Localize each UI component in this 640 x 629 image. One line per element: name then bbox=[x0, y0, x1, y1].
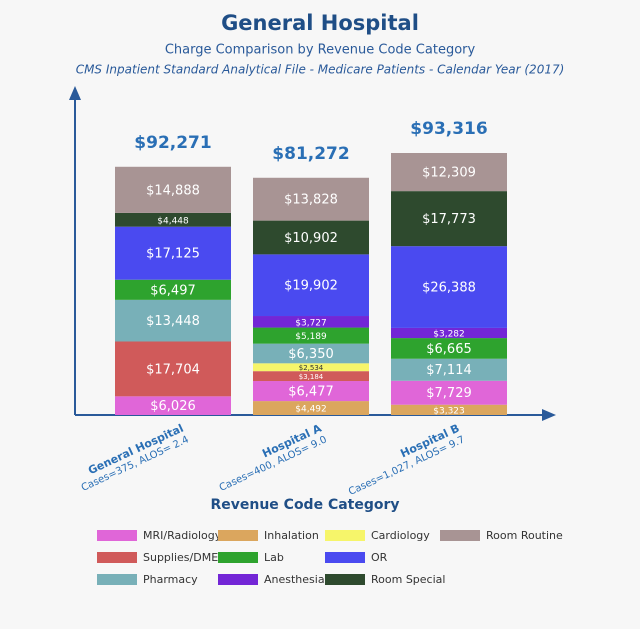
legend-label: Anesthesia bbox=[264, 573, 325, 586]
legend-label: Inhalation bbox=[264, 529, 319, 542]
value-label: $12,309 bbox=[422, 166, 476, 181]
bar-segment bbox=[253, 343, 369, 364]
legend-swatch bbox=[97, 530, 137, 541]
value-label: $6,497 bbox=[150, 283, 196, 298]
bar-segment bbox=[391, 191, 507, 247]
legend-swatch bbox=[97, 552, 137, 563]
bar-segment bbox=[115, 226, 231, 280]
bar-segment bbox=[253, 363, 369, 372]
value-label: $19,902 bbox=[284, 279, 338, 294]
chart-title: General Hospital bbox=[221, 11, 419, 35]
total-label: $92,271 bbox=[134, 133, 211, 153]
legend-label: OR bbox=[371, 551, 388, 564]
legend-label: MRI/Radiology bbox=[143, 529, 222, 542]
value-label: $10,902 bbox=[284, 231, 338, 246]
value-label: $4,448 bbox=[157, 216, 189, 226]
legend-swatch bbox=[440, 530, 480, 541]
total-label: $81,272 bbox=[272, 144, 349, 164]
total-label: $93,316 bbox=[410, 119, 487, 139]
bar-segment bbox=[253, 177, 369, 221]
value-label: $6,350 bbox=[288, 347, 334, 362]
legend-label: Lab bbox=[264, 551, 284, 564]
bar-segment bbox=[253, 254, 369, 317]
value-label: $7,729 bbox=[426, 386, 472, 401]
legend-swatch bbox=[218, 530, 258, 541]
value-label: $4,492 bbox=[295, 405, 327, 415]
bar-segment bbox=[253, 327, 369, 344]
bar-segment bbox=[391, 380, 507, 405]
value-label: $17,125 bbox=[146, 247, 200, 262]
bar-segment bbox=[253, 220, 369, 255]
bar-segment bbox=[115, 166, 231, 213]
value-label: $13,828 bbox=[284, 193, 338, 208]
bar-segment bbox=[253, 401, 369, 415]
bar-segment bbox=[391, 153, 507, 192]
axis-arrow bbox=[542, 409, 556, 421]
legend-swatch bbox=[97, 574, 137, 585]
value-label: $14,888 bbox=[146, 183, 200, 198]
chart-subtitle: Charge Comparison by Revenue Code Catego… bbox=[165, 43, 476, 58]
legend-swatch bbox=[218, 574, 258, 585]
value-label: $3,282 bbox=[433, 330, 465, 340]
value-label: $17,704 bbox=[146, 362, 200, 377]
value-label: $6,477 bbox=[288, 385, 334, 400]
bar-segment bbox=[391, 358, 507, 381]
value-label: $5,189 bbox=[295, 332, 327, 342]
legend-title: Revenue Code Category bbox=[210, 497, 399, 513]
legend-swatch bbox=[218, 552, 258, 563]
bar-segment bbox=[391, 404, 507, 415]
bar-segment bbox=[253, 371, 369, 382]
bar-segment bbox=[115, 341, 231, 397]
value-label: $7,114 bbox=[426, 363, 472, 378]
legend-swatch bbox=[325, 530, 365, 541]
value-label: $3,323 bbox=[433, 406, 465, 416]
value-label: $6,665 bbox=[426, 342, 472, 357]
value-label: $2,534 bbox=[299, 364, 324, 372]
legend-swatch bbox=[325, 574, 365, 585]
legend-label: Pharmacy bbox=[143, 573, 198, 586]
legend-label: Room Routine bbox=[486, 529, 563, 542]
chart-subtitle: CMS Inpatient Standard Analytical File -… bbox=[76, 63, 565, 77]
bar-segment bbox=[391, 246, 507, 328]
bar-segment bbox=[391, 338, 507, 359]
bar-segment bbox=[253, 381, 369, 402]
bar-segment bbox=[115, 212, 231, 227]
bar-segment bbox=[115, 396, 231, 415]
value-label: $17,773 bbox=[422, 212, 476, 227]
legend-label: Cardiology bbox=[371, 529, 430, 542]
bar-segment bbox=[391, 327, 507, 339]
value-label: $3,727 bbox=[295, 318, 327, 328]
value-label: $3,184 bbox=[299, 373, 324, 381]
value-label: $6,026 bbox=[150, 399, 196, 414]
legend-swatch bbox=[325, 552, 365, 563]
legend-label: Room Special bbox=[371, 573, 445, 586]
axis-arrow bbox=[69, 86, 81, 100]
bar-segment bbox=[115, 279, 231, 300]
bar-segment bbox=[253, 316, 369, 328]
legend-label: Supplies/DME bbox=[143, 551, 218, 564]
bar-segment bbox=[115, 299, 231, 342]
value-label: $13,448 bbox=[146, 314, 200, 329]
value-label: $26,388 bbox=[422, 281, 476, 296]
